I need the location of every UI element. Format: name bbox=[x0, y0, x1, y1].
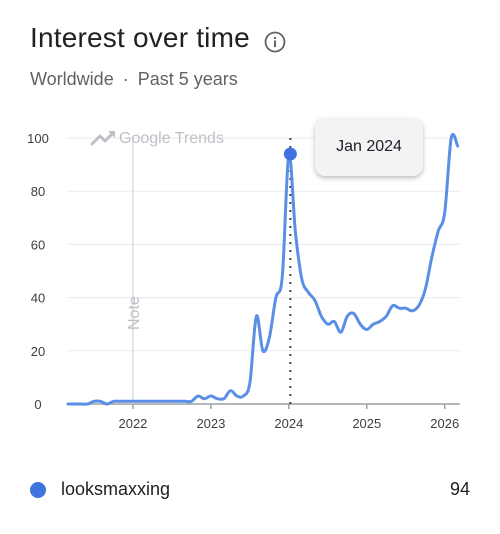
y-axis-labels: 0 20 40 60 80 100 bbox=[27, 131, 49, 412]
trending-arrow-icon bbox=[90, 132, 114, 146]
period-label[interactable]: Past 5 years bbox=[137, 69, 238, 89]
chart-subtitle: Worldwide · Past 5 years bbox=[30, 69, 238, 90]
y-tick-label: 20 bbox=[31, 344, 45, 359]
tooltip-date: Jan 2024 bbox=[336, 138, 402, 155]
y-tick-label: 60 bbox=[31, 237, 45, 252]
grid-lines bbox=[68, 137, 460, 409]
highlight-point[interactable] bbox=[283, 147, 297, 161]
y-tick-label: 100 bbox=[27, 131, 49, 146]
y-tick-label: 80 bbox=[31, 184, 45, 199]
y-tick-label: 0 bbox=[34, 397, 41, 412]
legend-color-dot bbox=[30, 482, 46, 498]
region-label[interactable]: Worldwide bbox=[30, 69, 114, 89]
note-label[interactable]: Note bbox=[126, 296, 143, 330]
x-tick-label: 2022 bbox=[118, 416, 147, 431]
google-trends-watermark: Google Trends bbox=[90, 130, 224, 147]
tooltip: Jan 2024 bbox=[315, 118, 423, 176]
trending-arrowhead-icon bbox=[108, 131, 115, 138]
separator: · bbox=[122, 69, 129, 89]
x-tick-label: 2024 bbox=[274, 416, 303, 431]
legend-term[interactable]: looksmaxxing bbox=[61, 479, 171, 499]
x-tick-label: 2025 bbox=[352, 416, 381, 431]
legend: looksmaxxing 94 bbox=[30, 476, 470, 504]
info-icon[interactable] bbox=[264, 31, 286, 53]
legend-value: 94 bbox=[449, 479, 470, 499]
watermark-text: Google Trends bbox=[119, 130, 224, 147]
x-tick-label: 2023 bbox=[196, 416, 225, 431]
series-line-looksmaxxing[interactable] bbox=[66, 132, 460, 406]
x-tick-label: 2026 bbox=[430, 416, 459, 431]
chart-title: Interest over time bbox=[30, 22, 250, 53]
x-axis-labels: 2022 2023 2024 2025 2026 bbox=[118, 416, 459, 431]
y-tick-label: 40 bbox=[31, 291, 45, 306]
